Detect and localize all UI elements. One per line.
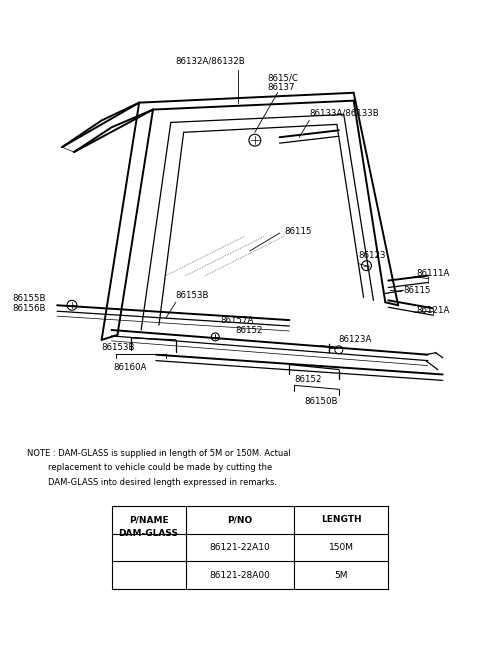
Text: 86153B: 86153B [102, 343, 135, 352]
Text: LENGTH: LENGTH [321, 515, 361, 524]
Text: 86121-22A10: 86121-22A10 [210, 543, 270, 552]
Text: 8615/C: 8615/C [268, 74, 299, 82]
Text: P/NAME: P/NAME [129, 515, 168, 524]
Text: DAM-GLASS into desired length expressed in remarks.: DAM-GLASS into desired length expressed … [27, 478, 277, 487]
Text: 86133A/86133B: 86133A/86133B [309, 108, 379, 117]
Text: 86111A: 86111A [416, 269, 449, 278]
Text: 86157A: 86157A [220, 315, 253, 325]
Text: 86121A: 86121A [416, 306, 449, 315]
Text: 86137: 86137 [268, 83, 295, 93]
Text: 86132A/86132B: 86132A/86132B [176, 57, 245, 66]
Text: 86152: 86152 [235, 327, 263, 336]
Text: replacement to vehicle could be made by cutting the: replacement to vehicle could be made by … [27, 463, 273, 472]
Text: 86160A: 86160A [113, 363, 147, 372]
Text: 86115: 86115 [403, 286, 431, 295]
Text: 150M: 150M [329, 543, 354, 552]
Text: 86123A: 86123A [339, 335, 372, 344]
Text: 86156B: 86156B [12, 304, 46, 313]
Text: 86123: 86123 [359, 252, 386, 260]
Text: 86150B: 86150B [304, 397, 338, 405]
Text: 5M: 5M [335, 571, 348, 579]
Text: 86115: 86115 [285, 227, 312, 236]
Text: P/NO: P/NO [228, 515, 252, 524]
Text: 86121-28A00: 86121-28A00 [210, 571, 270, 579]
Text: 86152: 86152 [294, 375, 322, 384]
Text: 86153B: 86153B [176, 291, 209, 300]
Text: NOTE : DAM-GLASS is supplied in length of 5M or 150M. Actual: NOTE : DAM-GLASS is supplied in length o… [27, 449, 291, 457]
Text: DAM-GLASS: DAM-GLASS [119, 529, 179, 538]
Text: 86155B: 86155B [12, 294, 46, 303]
